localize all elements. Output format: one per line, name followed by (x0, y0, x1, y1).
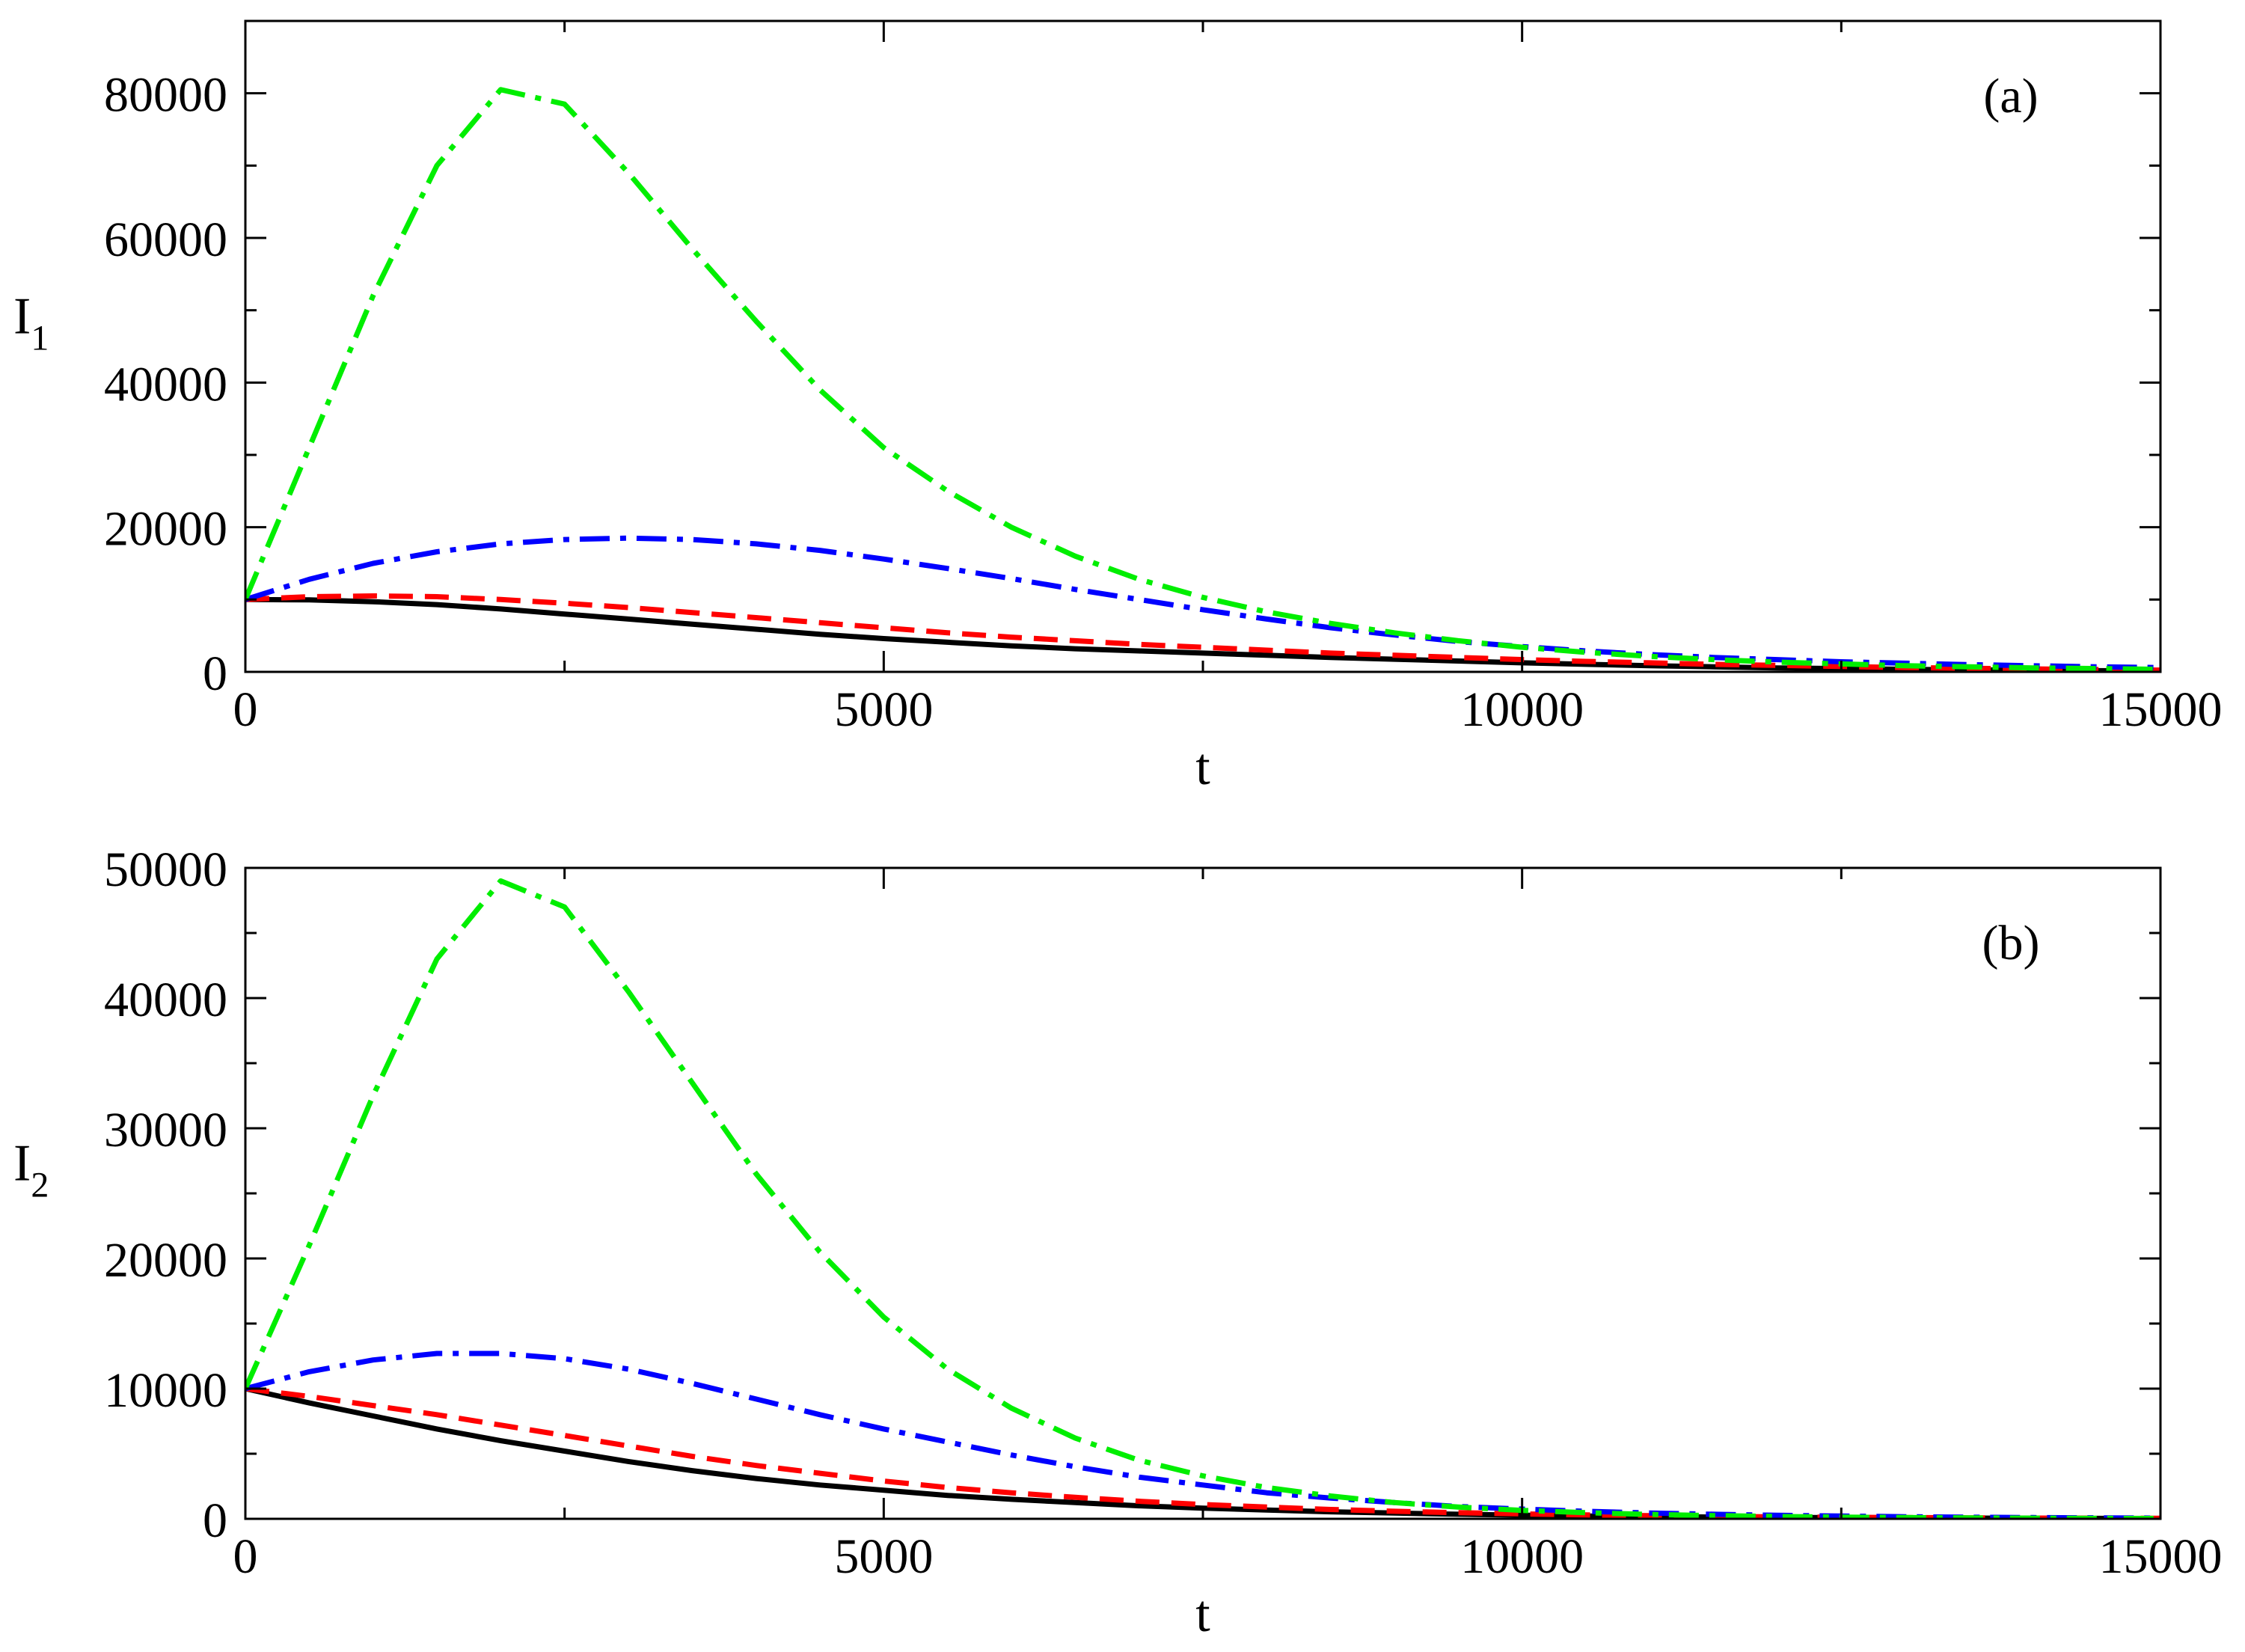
y-tick-label: 50000 (104, 842, 227, 897)
series-line-dashdot-3 (245, 878, 2160, 1519)
series-line-dashdot-2 (245, 1350, 2160, 1519)
y-tick-label: 30000 (104, 1103, 227, 1157)
y-axis-label-main: I (13, 288, 31, 346)
panel-a: 0 5000 10000 15000 0 20000 40000 60000 80000 t I1 (… (13, 19, 2223, 796)
y-tick-label: 0 (203, 1493, 227, 1548)
panel-b: 0 5000 10000 15000 0 10000 20000 30000 40000 5000… (13, 842, 2223, 1643)
series-line-dashed-1 (245, 1386, 2160, 1519)
x-tick-label: 5000 (834, 1529, 933, 1584)
y-tick-label: 0 (203, 646, 227, 701)
x-axis-label: t (1195, 1585, 1210, 1643)
plot-frame (244, 19, 2162, 673)
y-axis-label: I1 (13, 288, 49, 358)
plot-frame (244, 866, 2162, 1520)
series-line-dashdot-3 (245, 87, 2160, 672)
x-axis-label: t (1195, 738, 1210, 796)
x-tick-label: 15000 (2099, 682, 2223, 737)
y-tick-label: 80000 (104, 68, 227, 123)
panel-label: (b) (1982, 916, 2040, 970)
y-tick-label: 40000 (104, 973, 227, 1027)
series-line-solid-0 (245, 1386, 2160, 1519)
x-tick-label: 15000 (2099, 1529, 2223, 1584)
x-tick-label: 0 (233, 1529, 258, 1584)
x-tick-label: 10000 (1460, 1529, 1584, 1584)
x-tick-label: 10000 (1460, 682, 1584, 737)
series-group (245, 87, 2160, 672)
x-tick-label: 5000 (834, 682, 933, 737)
x-tick-label: 0 (233, 682, 258, 737)
panel-label: (a) (1983, 69, 2038, 123)
y-axis-label-subscript: 1 (31, 319, 49, 358)
y-tick-label: 60000 (104, 212, 227, 267)
y-axis-label-subscript: 2 (31, 1166, 49, 1205)
y-tick-label: 40000 (104, 357, 227, 412)
series-group (245, 878, 2160, 1519)
y-tick-label: 20000 (104, 1233, 227, 1288)
y-axis-label-main: I (13, 1135, 31, 1193)
y-axis-label: I2 (13, 1135, 49, 1205)
y-tick-label: 10000 (104, 1363, 227, 1418)
y-tick-label: 20000 (104, 502, 227, 557)
